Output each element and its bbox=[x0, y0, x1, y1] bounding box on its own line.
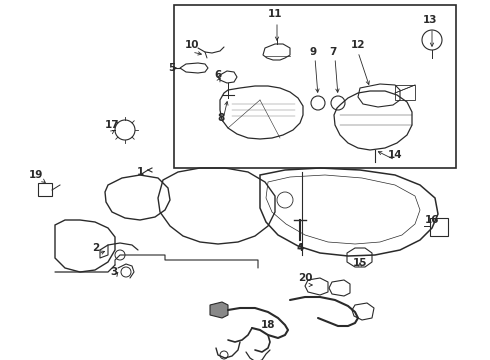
Text: 10: 10 bbox=[185, 40, 199, 50]
Text: 1: 1 bbox=[136, 167, 144, 177]
Text: 16: 16 bbox=[425, 215, 439, 225]
Text: 6: 6 bbox=[215, 70, 221, 80]
Text: 13: 13 bbox=[423, 15, 437, 25]
Text: 11: 11 bbox=[268, 9, 282, 19]
Text: 9: 9 bbox=[310, 47, 317, 57]
Polygon shape bbox=[210, 302, 228, 318]
Text: 5: 5 bbox=[169, 63, 175, 73]
Text: 2: 2 bbox=[93, 243, 99, 253]
Text: 19: 19 bbox=[29, 170, 43, 180]
Text: 3: 3 bbox=[110, 267, 118, 277]
Text: 14: 14 bbox=[388, 150, 402, 160]
Text: 17: 17 bbox=[105, 120, 119, 130]
Text: 12: 12 bbox=[351, 40, 365, 50]
Text: 18: 18 bbox=[261, 320, 275, 330]
Text: 7: 7 bbox=[329, 47, 337, 57]
Text: 4: 4 bbox=[296, 243, 304, 253]
Text: 20: 20 bbox=[298, 273, 312, 283]
Text: 8: 8 bbox=[218, 113, 224, 123]
Text: 15: 15 bbox=[353, 258, 367, 268]
